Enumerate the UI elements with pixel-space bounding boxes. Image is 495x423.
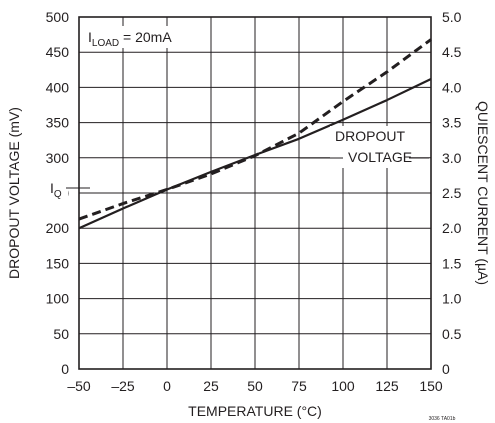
y-tick-label-left: 350 — [46, 115, 70, 131]
y-tick-label-right: 0.5 — [442, 326, 462, 342]
y-tick-label-left: 500 — [46, 9, 70, 25]
dropout-label-line2: VOLTAGE — [348, 149, 412, 165]
y-tick-label-right: 1.5 — [442, 255, 462, 271]
y-tick-label-left: 300 — [46, 150, 70, 166]
x-tick-label: –25 — [111, 378, 135, 394]
y-tick-label-right: 0 — [442, 361, 450, 377]
plot-frame — [78, 16, 432, 370]
y-tick-label-right: 4.0 — [442, 79, 462, 95]
y-tick-label-left: 150 — [46, 255, 70, 271]
iq-label-bg — [46, 178, 68, 198]
series-layer — [78, 38, 432, 230]
x-axis-title: TEMPERATURE (°C) — [188, 403, 322, 419]
grid — [79, 17, 431, 369]
y-tick-label-right: 4.5 — [442, 44, 462, 60]
y-tick-label-left: 400 — [46, 79, 70, 95]
dropout-label-line1: DROPOUT — [335, 128, 405, 144]
y-tick-label-right: 1.0 — [442, 291, 462, 307]
x-tick-label: 75 — [291, 378, 307, 394]
y-tick-label-right: 2.5 — [442, 185, 462, 201]
y-tick-label-left: 450 — [46, 44, 70, 60]
y-axis-right: 0 0.5 1.0 1.5 2.0 2.5 3.0 3.5 4.0 4.5 5.0 — [442, 9, 462, 377]
y-tick-label-right: 3.5 — [442, 115, 462, 131]
x-tick-label: 125 — [375, 378, 399, 394]
y-tick-label-right: 2.0 — [442, 220, 462, 236]
y-tick-label-left: 200 — [46, 220, 70, 236]
x-tick-label: 0 — [163, 378, 171, 394]
series-line-iq — [78, 38, 432, 221]
dropout-label-bg — [330, 126, 410, 168]
y-tick-label-left: 100 — [46, 291, 70, 307]
figure-id-note: 3036 TA01b — [429, 416, 456, 422]
y-axis-left-title: DROPOUT VOLTAGE (mV) — [6, 107, 22, 279]
y-tick-label-left: 50 — [53, 326, 69, 342]
load-annotation: ILOAD = 20mA — [88, 29, 172, 49]
y-tick-label-right: 5.0 — [442, 9, 462, 25]
y-tick-label-right: 3.0 — [442, 150, 462, 166]
x-axis: –50 –25 0 25 50 75 100 125 150 — [67, 378, 443, 394]
x-tick-label: 50 — [247, 378, 263, 394]
load-annotation-bg — [84, 26, 204, 48]
x-tick-label: 100 — [331, 378, 355, 394]
y-axis-right-title: QUIESCENT CURRENT (µA) — [475, 101, 491, 285]
y-tick-label-left: 0 — [61, 361, 69, 377]
iq-label: IQ — [50, 180, 62, 200]
x-tick-label: 25 — [203, 378, 219, 394]
x-tick-label: 150 — [419, 378, 443, 394]
x-tick-label: –50 — [67, 378, 91, 394]
